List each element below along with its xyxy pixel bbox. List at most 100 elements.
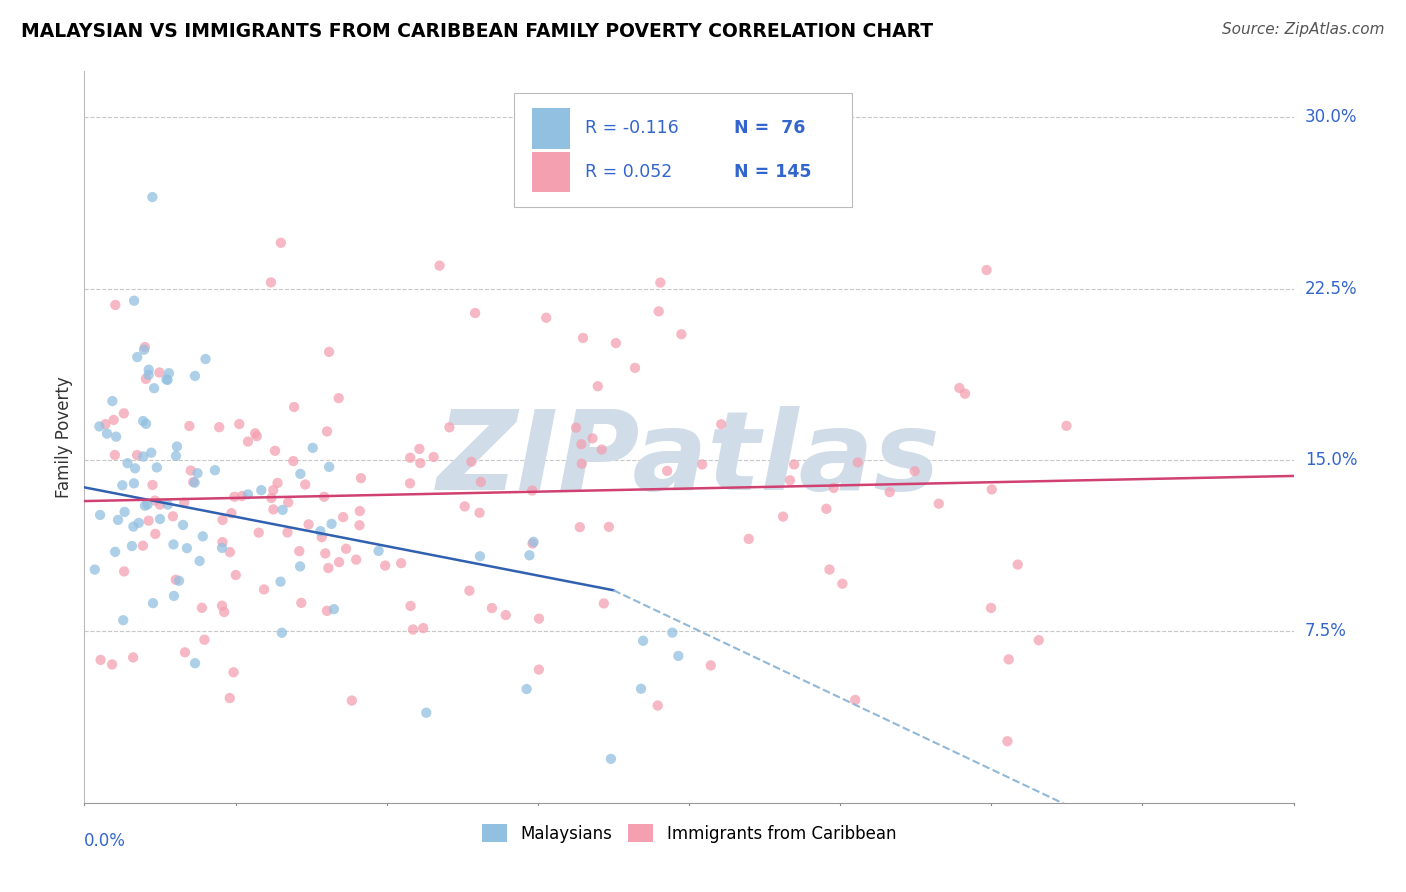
- Point: [953, 386, 976, 401]
- Point: [1007, 558, 1029, 572]
- Point: [290, 596, 312, 610]
- Point: [193, 632, 215, 647]
- Point: [565, 420, 588, 434]
- Point: [172, 518, 194, 533]
- Point: [101, 394, 124, 409]
- Point: [631, 633, 654, 648]
- Point: [194, 352, 217, 367]
- Point: [117, 456, 139, 470]
- Point: [408, 442, 430, 456]
- Point: [460, 455, 482, 469]
- Point: [458, 583, 481, 598]
- Point: [165, 573, 187, 587]
- Point: [149, 498, 172, 512]
- Point: [264, 443, 287, 458]
- Point: [112, 565, 135, 579]
- Point: [143, 527, 166, 541]
- Point: [288, 559, 311, 574]
- Point: [253, 582, 276, 597]
- Point: [122, 476, 145, 491]
- Point: [138, 368, 160, 382]
- Point: [389, 556, 412, 570]
- Point: [211, 541, 233, 555]
- Point: [181, 475, 204, 489]
- Point: [464, 306, 486, 320]
- Point: [163, 589, 186, 603]
- Point: [146, 460, 169, 475]
- Point: [211, 513, 233, 527]
- Point: [260, 491, 283, 505]
- Text: N =  76: N = 76: [734, 120, 806, 137]
- Point: [948, 381, 970, 395]
- Point: [823, 481, 845, 495]
- Point: [138, 514, 160, 528]
- Point: [135, 417, 157, 431]
- Point: [522, 534, 544, 549]
- Point: [155, 372, 177, 386]
- Text: MALAYSIAN VS IMMIGRANTS FROM CARIBBEAN FAMILY POVERTY CORRELATION CHART: MALAYSIAN VS IMMIGRANTS FROM CARIBBEAN F…: [21, 22, 934, 41]
- Point: [572, 331, 595, 345]
- Point: [184, 368, 207, 383]
- Point: [605, 336, 627, 351]
- Point: [700, 658, 723, 673]
- Point: [114, 505, 136, 519]
- Point: [179, 419, 201, 434]
- Point: [208, 420, 231, 434]
- Point: [277, 495, 299, 509]
- Point: [104, 545, 127, 559]
- Point: [96, 426, 118, 441]
- Point: [134, 499, 156, 513]
- Point: [1054, 418, 1077, 433]
- Point: [879, 485, 901, 500]
- Point: [218, 691, 240, 706]
- Legend: Malaysians, Immigrants from Caribbean: Malaysians, Immigrants from Caribbean: [475, 818, 903, 849]
- Point: [211, 535, 233, 549]
- Point: [323, 602, 346, 616]
- Point: [104, 448, 127, 462]
- Point: [598, 520, 620, 534]
- Point: [143, 493, 166, 508]
- Point: [243, 426, 266, 441]
- Point: [173, 495, 195, 509]
- Point: [522, 536, 544, 550]
- Point: [157, 366, 180, 380]
- Point: [204, 463, 226, 477]
- Point: [818, 563, 841, 577]
- Point: [349, 518, 371, 533]
- Point: [412, 621, 434, 635]
- Point: [283, 400, 305, 414]
- Point: [1028, 633, 1050, 648]
- Point: [630, 681, 652, 696]
- Point: [314, 490, 336, 504]
- Point: [647, 698, 669, 713]
- Point: [156, 498, 179, 512]
- Point: [470, 475, 492, 489]
- Point: [221, 506, 243, 520]
- Point: [311, 530, 333, 544]
- Point: [309, 524, 332, 538]
- Point: [409, 456, 432, 470]
- Point: [454, 500, 477, 514]
- Point: [141, 190, 163, 204]
- Point: [132, 343, 155, 357]
- Point: [225, 568, 247, 582]
- Point: [186, 466, 208, 480]
- Point: [928, 497, 950, 511]
- Point: [224, 490, 246, 504]
- Point: [183, 475, 205, 490]
- Point: [260, 276, 283, 290]
- Point: [141, 445, 163, 459]
- Point: [122, 519, 145, 533]
- Point: [136, 498, 159, 512]
- Point: [166, 440, 188, 454]
- Point: [162, 509, 184, 524]
- FancyBboxPatch shape: [513, 94, 852, 207]
- Point: [212, 605, 235, 619]
- Point: [904, 464, 927, 478]
- Point: [738, 532, 761, 546]
- Point: [571, 457, 593, 471]
- Point: [283, 454, 305, 468]
- Point: [772, 509, 794, 524]
- Point: [522, 483, 544, 498]
- Point: [581, 431, 603, 445]
